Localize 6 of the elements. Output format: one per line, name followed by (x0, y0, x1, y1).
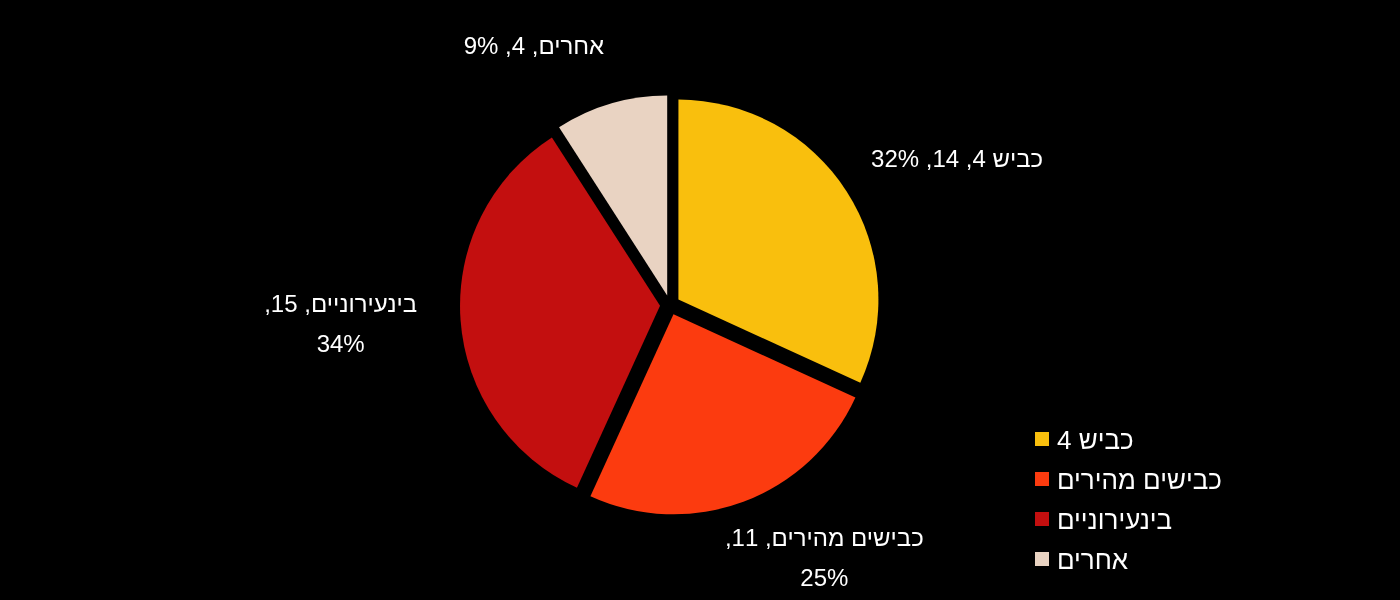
data-label: אחרים, 4, 9% (463, 31, 605, 59)
legend-label: בינעירוניים (1057, 505, 1173, 535)
data-label: כביש 4, 14, 32% (871, 145, 1044, 173)
legend-label: כבישים מהירים (1057, 465, 1222, 495)
legend-label: אחרים (1057, 545, 1129, 575)
legend-label: כביש 4 (1057, 425, 1134, 455)
